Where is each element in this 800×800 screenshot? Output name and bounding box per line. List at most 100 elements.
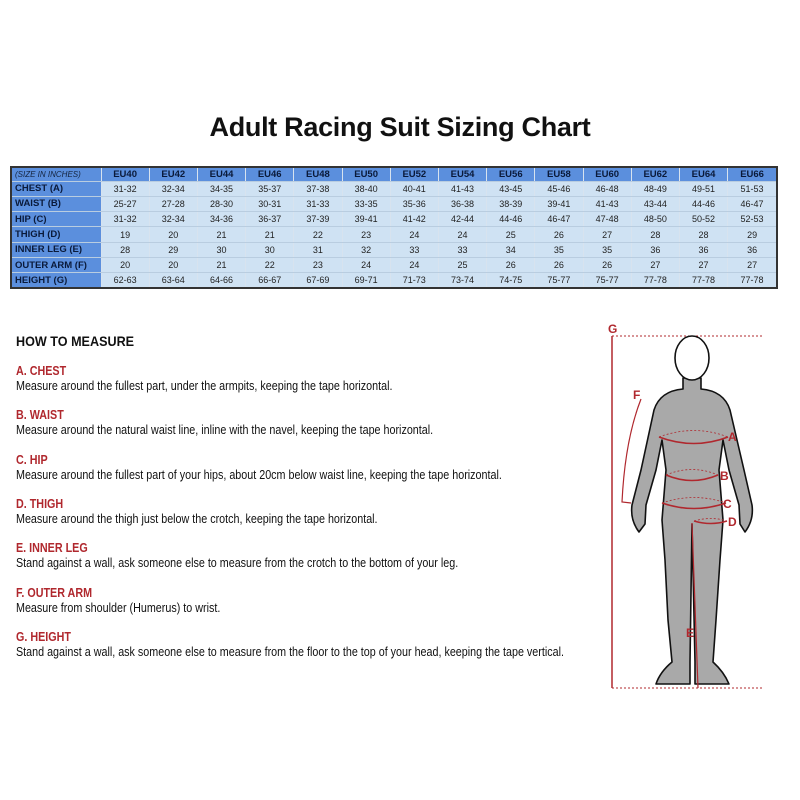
row-label: HIP (C) [11,211,102,228]
head [674,335,710,381]
table-cell: 67-69 [293,272,343,289]
table-cell: 36-37 [245,211,295,228]
measurement-lines [621,398,729,689]
table-cell: 41-43 [438,181,488,197]
table-cell: 48-49 [631,181,680,197]
table-cell: 75-77 [534,272,584,289]
table-cell: 30 [245,242,295,258]
table-cell: 21 [197,226,247,243]
table-cell: 34 [486,242,536,258]
table-cell: 39-41 [342,211,391,228]
table-cell: 35 [534,242,584,258]
measure-description: Stand against a wall, ask someone else t… [16,556,459,571]
table-cell: 36-38 [438,196,488,213]
table-row: HEIGHT (G) 62-63 63-64 64-66 66-67 67-69 69-71… [11,272,778,289]
size-header: EU50 [342,167,391,182]
size-header: EU54 [438,167,488,182]
table-cell: 23 [293,257,343,274]
table-cell: 27 [679,257,729,274]
table-cell: 39-41 [534,196,584,213]
table-cell: 69-71 [342,272,391,289]
table-cell: 73-74 [438,272,488,289]
table-cell: 26 [534,257,584,274]
size-header: EU42 [149,167,198,182]
measure-title: F. OUTER ARM [16,585,93,600]
table-cell: 33-35 [342,196,391,213]
label-d: D [728,515,737,529]
table-cell: 28 [631,226,680,243]
body-silhouette [630,377,754,685]
table-cell: 40-41 [390,181,439,197]
page-title: Adult Racing Suit Sizing Chart [209,112,591,142]
table-cell: 50-52 [679,211,729,228]
label-e: E [686,626,694,640]
table-cell: 49-51 [679,181,729,197]
measure-title: B. WAIST [16,408,64,423]
label-c: C [723,497,732,511]
table-cell: 43-44 [631,196,680,213]
table-cell: 36 [679,242,729,258]
header-row: (SIZE IN INCHES) EU40 EU42 EU44 EU46 EU48 EU5… [11,167,778,182]
table-cell: 75-77 [583,272,632,289]
table-cell: 31-32 [101,211,150,228]
table-cell: 26 [486,257,536,274]
size-header: EU46 [245,167,295,182]
table-row: INNER LEG (E) 28 29 30 30 31 32 33 33 34 35 35 36 36 3… [11,242,778,258]
label-g: G [608,322,617,336]
table-cell: 21 [245,226,295,243]
size-table: (SIZE IN INCHES) EU40 EU42 EU44 EU46 EU48 EU5… [10,166,778,290]
measure-section: G. HEIGHT Stand against a wall, ask someo… [16,630,564,660]
table-cell: 52-53 [727,211,778,228]
table-cell: 77-78 [679,272,729,289]
label-f: F [633,388,640,402]
measure-title: A. CHEST [16,364,67,378]
table-cell: 35-37 [245,181,295,197]
table-cell: 41-42 [390,211,439,228]
measure-title: E. INNER LEG [16,541,88,556]
row-label: CHEST (A) [11,181,102,197]
table-cell: 25-27 [101,196,150,213]
measure-section: C. HIP Measure around the fullest part of… [16,453,502,483]
table-cell: 46-47 [727,196,778,213]
table-cell: 36 [631,242,680,258]
label-b: B [720,469,729,483]
table-cell: 46-48 [583,181,632,197]
body-measurement-figure: A B C D E F G [608,322,762,689]
row-label: HEIGHT (G) [11,272,102,289]
table-cell: 43-45 [486,181,536,197]
size-header: EU44 [197,167,247,182]
table-cell: 41-43 [583,196,632,213]
table-cell: 31 [293,242,343,258]
table-row: OUTER ARM (F) 20 20 21 22 23 24 24 25 26 26 26 27 27 2… [11,257,778,274]
table-cell: 44-46 [486,211,536,228]
table-cell: 42-44 [438,211,488,228]
size-header: EU66 [727,167,778,182]
measure-description: Measure from shoulder (Humerus) to wrist… [16,600,221,615]
measure-description: Measure around the thigh just below the … [16,511,378,526]
table-cell: 63-64 [149,272,198,289]
measure-section: D. THIGH Measure around the thigh just be… [16,497,378,527]
table-cell: 77-78 [631,272,680,289]
size-header: EU58 [534,167,584,182]
table-cell: 26 [534,226,584,243]
measure-section: F. OUTER ARM Measure from shoulder (Humer… [16,586,220,616]
row-label: INNER LEG (E) [11,242,102,258]
size-header: EU64 [679,167,729,182]
table-cell: 77-78 [727,272,778,289]
size-header: EU40 [101,167,150,182]
table-cell: 66-67 [245,272,295,289]
table-cell: 32-34 [149,211,198,228]
units-label: (SIZE IN INCHES) [11,167,102,182]
table-cell: 34-35 [197,181,247,197]
table-cell: 35-36 [390,196,439,213]
table-cell: 45-46 [534,181,584,197]
table-cell: 32 [342,242,391,258]
table-cell: 24 [390,257,439,274]
measure-description: Measure around the fullest part of your … [16,467,502,482]
table-cell: 22 [245,257,295,274]
table-cell: 35 [583,242,632,258]
table-cell: 36 [727,242,778,258]
table-cell: 27 [583,226,632,243]
table-cell: 27 [727,257,778,274]
table-cell: 46-47 [534,211,584,228]
